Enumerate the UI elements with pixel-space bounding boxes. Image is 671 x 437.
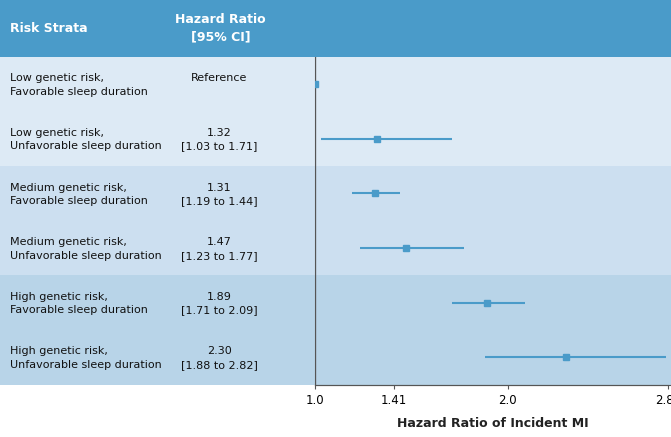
Text: Medium genetic risk,: Medium genetic risk, <box>10 237 127 247</box>
Text: [1.19 to 1.44]: [1.19 to 1.44] <box>181 196 258 206</box>
Bar <box>0 57 671 111</box>
Text: High genetic risk,: High genetic risk, <box>10 347 108 357</box>
Text: [1.88 to 2.82]: [1.88 to 2.82] <box>180 360 258 370</box>
Text: Unfavorable sleep duration: Unfavorable sleep duration <box>10 142 162 152</box>
Text: 1.31: 1.31 <box>207 183 231 193</box>
Text: Low genetic risk,: Low genetic risk, <box>10 128 104 138</box>
Text: [1.03 to 1.71]: [1.03 to 1.71] <box>181 142 258 152</box>
Bar <box>0 111 671 166</box>
Bar <box>0 385 671 437</box>
Text: Hazard Ratio
[95% CI]: Hazard Ratio [95% CI] <box>175 14 266 43</box>
Text: [1.71 to 2.09]: [1.71 to 2.09] <box>181 305 258 316</box>
Text: Favorable sleep duration: Favorable sleep duration <box>10 87 148 97</box>
Bar <box>0 221 671 275</box>
Text: Unfavorable sleep duration: Unfavorable sleep duration <box>10 360 162 370</box>
Text: 1.89: 1.89 <box>207 292 231 302</box>
Text: 1.32: 1.32 <box>207 128 231 138</box>
Text: [1.23 to 1.77]: [1.23 to 1.77] <box>181 251 258 261</box>
Text: Hazard Ratio of Incident MI: Hazard Ratio of Incident MI <box>397 417 589 430</box>
Text: 2.30: 2.30 <box>207 347 231 357</box>
Text: Favorable sleep duration: Favorable sleep duration <box>10 196 148 206</box>
Text: Low genetic risk,: Low genetic risk, <box>10 73 104 83</box>
Bar <box>0 0 671 57</box>
Text: Favorable sleep duration: Favorable sleep duration <box>10 305 148 316</box>
Text: Medium genetic risk,: Medium genetic risk, <box>10 183 127 193</box>
Bar <box>0 330 671 385</box>
Text: High genetic risk,: High genetic risk, <box>10 292 108 302</box>
Bar <box>0 166 671 221</box>
Text: 1.47: 1.47 <box>207 237 231 247</box>
Text: Risk Strata: Risk Strata <box>10 22 88 35</box>
Text: Reference: Reference <box>191 73 248 83</box>
Bar <box>0 275 671 330</box>
Text: Unfavorable sleep duration: Unfavorable sleep duration <box>10 251 162 261</box>
